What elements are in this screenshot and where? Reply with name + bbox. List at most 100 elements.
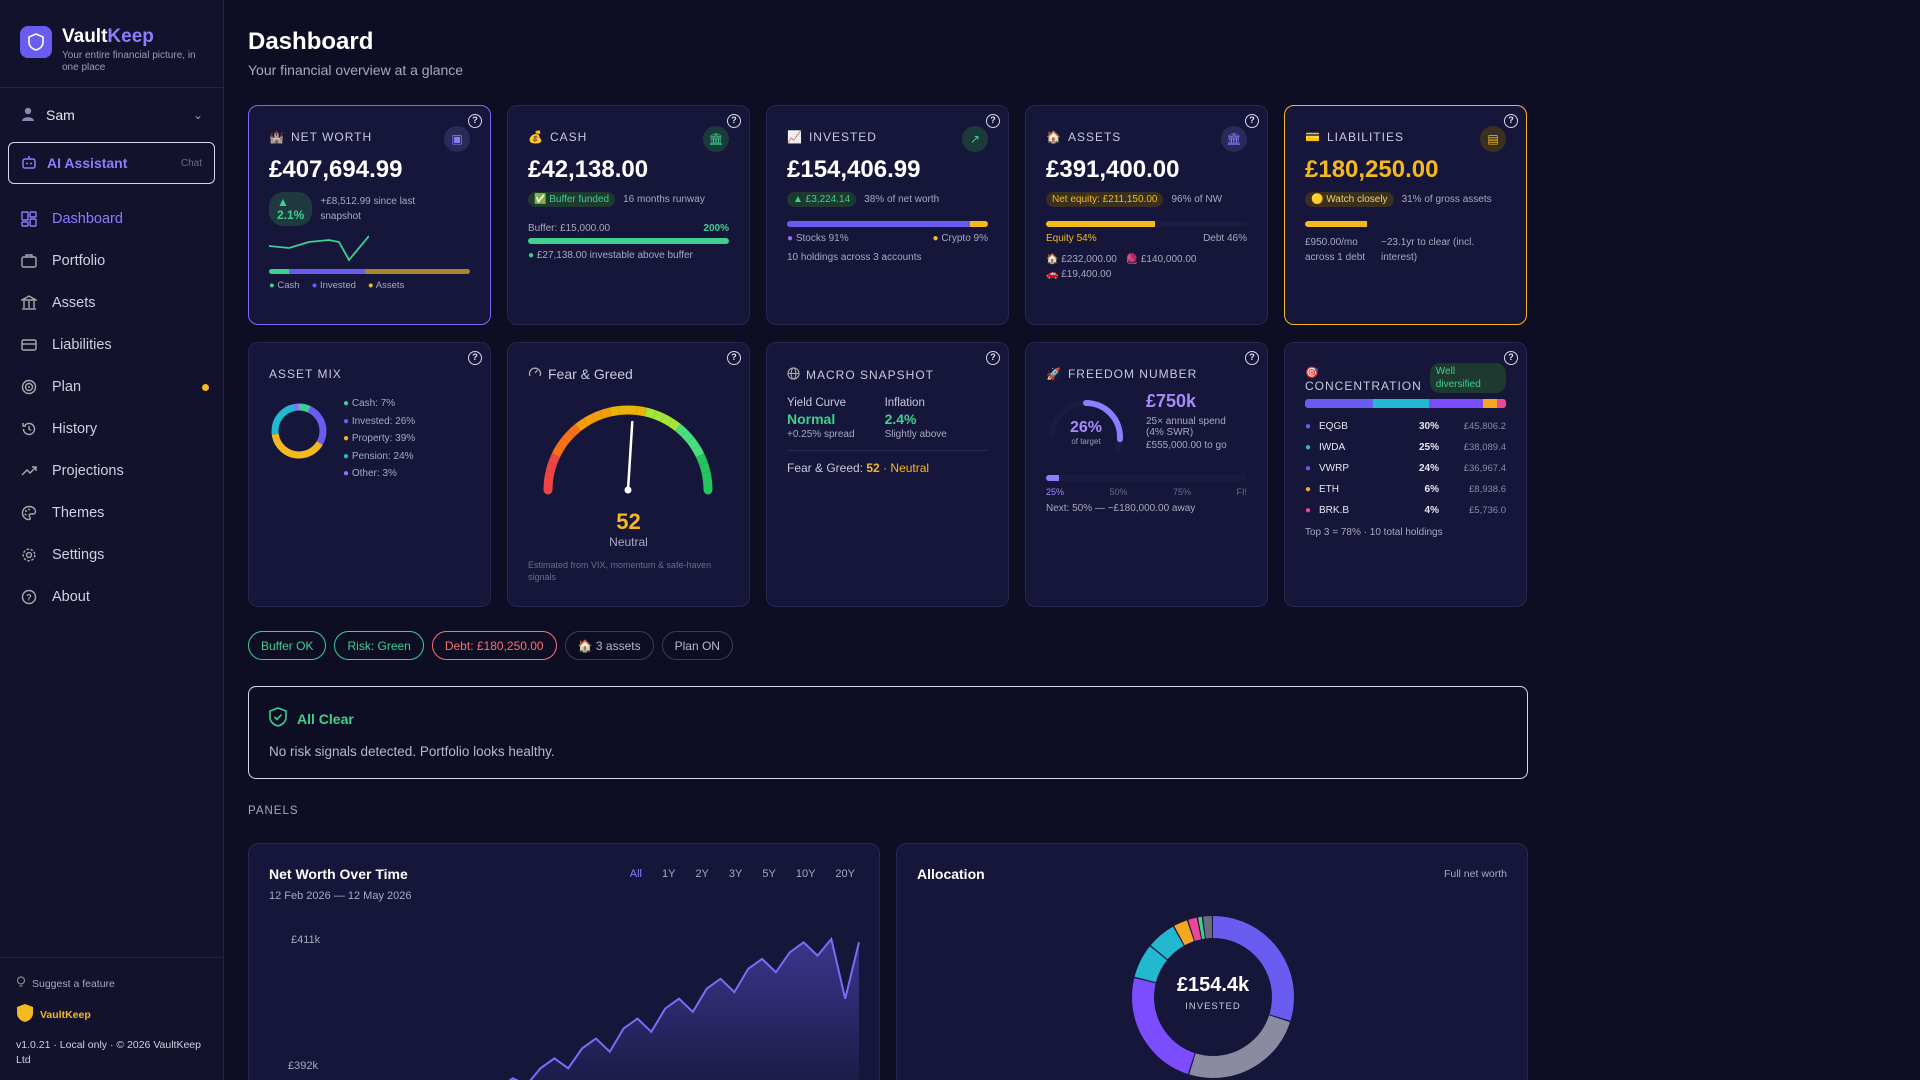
card-label: NET WORTH	[290, 130, 373, 144]
invested-card[interactable]: ? 📈 INVESTED ↗ £154,406.99 ▲ £3,224.14 38…	[766, 105, 1009, 325]
tab-all[interactable]: All	[629, 868, 642, 880]
gauge-segment	[696, 453, 708, 466]
concentration-segment	[1483, 399, 1497, 408]
inflation-label: Inflation	[884, 397, 925, 409]
invested-value: £154,406.99	[787, 156, 921, 183]
bank-icon	[20, 294, 38, 312]
chip-plan[interactable]: Plan ON	[661, 631, 733, 660]
gauge-segment	[545, 462, 557, 474]
allocation-slice	[1132, 916, 1294, 1078]
sidebar-item-history[interactable]: History	[0, 408, 223, 450]
robot-icon	[21, 154, 37, 173]
user-switcher[interactable]: Sam ⌄	[0, 88, 223, 142]
liabilities-share: 31% of gross assets	[1401, 194, 1492, 205]
holding-row[interactable]: ● ETH 6% £8,938.6	[1305, 479, 1506, 500]
ai-assistant-button[interactable]: AI Assistant Chat	[8, 142, 215, 184]
freedom-arc-fill	[1083, 400, 1123, 443]
holding-row[interactable]: ● EQGB 30% £45,806.2	[1305, 416, 1506, 437]
card-label: CONCENTRATION	[1305, 379, 1422, 393]
chip-risk[interactable]: Risk: Green	[334, 631, 424, 660]
sidebar-item-settings[interactable]: Settings	[0, 534, 223, 576]
holding-row[interactable]: ● BRK.B 4% £5,736.0	[1305, 500, 1506, 521]
tab-20y[interactable]: 20Y	[835, 868, 855, 880]
buffer-bar	[528, 238, 729, 244]
card-icon	[20, 336, 38, 354]
gear-icon	[20, 546, 38, 564]
net-worth-area	[510, 939, 859, 1080]
fear-greed-card[interactable]: ? Fear & Greed 52 Neutral Estimated from…	[507, 342, 750, 607]
yield-curve-label: Yield Curve	[787, 397, 847, 409]
sidebar-item-about[interactable]: ? About	[0, 576, 223, 618]
sidebar-item-assets[interactable]: Assets	[0, 282, 223, 324]
shield-badge-icon	[16, 1003, 34, 1026]
tab-3y[interactable]: 3Y	[728, 868, 743, 880]
sidebar-item-liabilities[interactable]: Liabilities	[0, 324, 223, 366]
freedom-progress-arc	[1049, 400, 1123, 454]
holding-row[interactable]: ● IWDA 25% £38,089.4	[1305, 437, 1506, 458]
asset-mix-slice	[271, 403, 327, 459]
asset-mix-card[interactable]: ? ASSET MIX ● Cash: 7% ● Invested: 26% ● P…	[248, 342, 491, 607]
freedom-pct-sub: of target	[1071, 437, 1101, 446]
asset-mix-donut	[271, 403, 327, 459]
help-icon[interactable]: ?	[986, 114, 1000, 128]
question-icon: ?	[20, 588, 38, 606]
assets-card[interactable]: ? 🏠 ASSETS 🏛 £391,400.00 Net equity: £211…	[1025, 105, 1268, 325]
allocation-center-value: £154.4k	[1176, 974, 1250, 996]
holding-row[interactable]: ● VWRP 24% £36,967.4	[1305, 458, 1506, 479]
chip-assets[interactable]: 🏠 3 assets	[564, 631, 654, 660]
card-icon: ▤	[1480, 126, 1506, 152]
help-icon[interactable]: ?	[468, 351, 482, 365]
gauge-segment	[561, 430, 575, 443]
liabilities-card[interactable]: ? 💳 LIABILITIES ▤ £180,250.00 🟡 Watch clo…	[1284, 105, 1527, 325]
allocation-donut	[1132, 916, 1294, 1078]
sidebar-item-dashboard[interactable]: Dashboard	[0, 198, 223, 240]
help-icon[interactable]: ?	[1504, 114, 1518, 128]
sidebar-item-label: Themes	[52, 505, 105, 521]
sidebar-item-portfolio[interactable]: Portfolio	[0, 240, 223, 282]
macro-snapshot-card[interactable]: ? MACRO SNAPSHOT Yield Curve Normal +0.2…	[766, 342, 1009, 607]
tab-10y[interactable]: 10Y	[795, 868, 816, 880]
equity-label: Equity 54%	[1046, 233, 1097, 244]
card-label: LIABILITIES	[1326, 130, 1404, 144]
y-tick-label: £411k	[291, 934, 321, 946]
asset-mix-legend-item: ● Other: 3%	[343, 468, 397, 479]
sidebar-item-label: Projections	[52, 463, 124, 479]
help-icon[interactable]: ?	[727, 351, 741, 365]
chip-buffer[interactable]: Buffer OK	[248, 631, 327, 660]
castle-icon: 🏰	[269, 130, 285, 144]
misc-value: 🧶 £140,000.00	[1125, 254, 1197, 265]
freedom-number-card[interactable]: ? 🚀 FREEDOM NUMBER 26% of target £750k 25…	[1025, 342, 1268, 607]
sidebar-item-label: Plan	[52, 379, 82, 395]
card-label: ASSETS	[1067, 130, 1122, 144]
freedom-target: £750k	[1146, 391, 1197, 411]
house-icon: 🏠	[1046, 130, 1062, 144]
sidebar-item-themes[interactable]: Themes	[0, 492, 223, 534]
help-icon[interactable]: ?	[468, 114, 482, 128]
sidebar-item-plan[interactable]: Plan	[0, 366, 223, 408]
car-value: 🚗 £19,400.00	[1046, 269, 1112, 280]
invested-share: 38% of net worth	[864, 194, 940, 205]
yield-curve-value: Normal	[787, 411, 836, 427]
net-worth-card[interactable]: ? 🏰 NET WORTH ▣ £407,694.99 ▲ 2.1% +£8,512…	[248, 105, 491, 325]
help-icon[interactable]: ?	[1245, 114, 1259, 128]
tab-5y[interactable]: 5Y	[762, 868, 776, 880]
panels-label: PANELS	[248, 805, 299, 817]
cash-card[interactable]: ? 💰 CASH 🏛 £42,138.00 ✅ Buffer funded 16 …	[507, 105, 750, 325]
concentration-card[interactable]: ? 🎯 CONCENTRATION Well diversified ● EQGB…	[1284, 342, 1527, 607]
help-icon[interactable]: ?	[1245, 351, 1259, 365]
liabilities-value: £180,250.00	[1305, 156, 1439, 183]
card-label: MACRO SNAPSHOT	[806, 368, 935, 382]
trend-icon	[20, 462, 38, 480]
version-text: v1.0.21 · Local only · © 2026 VaultKeep …	[16, 1039, 201, 1066]
help-icon[interactable]: ?	[727, 114, 741, 128]
suggest-feature-link[interactable]: Suggest a feature	[16, 976, 208, 991]
invested-change: ▲ £3,224.14	[787, 192, 857, 207]
gauge-segment	[627, 405, 638, 415]
sidebar-item-projections[interactable]: Projections	[0, 450, 223, 492]
chip-debt[interactable]: Debt: £180,250.00	[431, 631, 557, 660]
tab-2y[interactable]: 2Y	[695, 868, 709, 880]
tab-1y[interactable]: 1Y	[661, 868, 676, 880]
ai-chat-tag: Chat	[180, 157, 202, 169]
help-icon[interactable]: ?	[1504, 351, 1518, 365]
help-icon[interactable]: ?	[986, 351, 1000, 365]
